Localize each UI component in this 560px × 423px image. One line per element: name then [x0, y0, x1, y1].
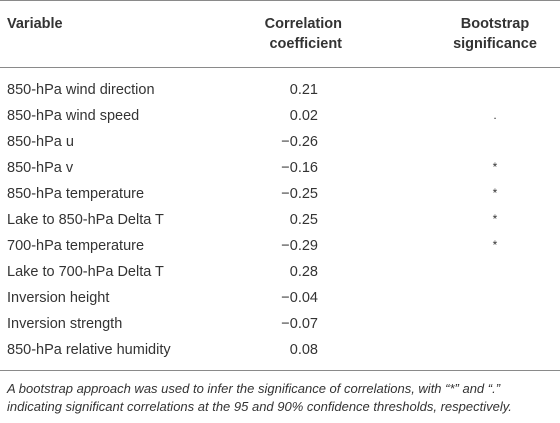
row-significance: * [492, 238, 498, 252]
header-variable: Variable [7, 16, 63, 32]
table-row: 850-hPa wind direction 0.21 [0, 77, 560, 103]
row-correlation: 0.28 [289, 264, 318, 280]
row-correlation: −0.07 [281, 316, 318, 332]
row-correlation: −0.29 [281, 238, 318, 254]
row-variable: 700-hPa temperature [7, 238, 145, 254]
table-row: Lake to 700-hPa Delta T 0.28 [0, 259, 560, 285]
header-bootstrap-line1: Bootstrap [460, 16, 530, 32]
row-correlation: −0.25 [281, 186, 318, 202]
table-row: Inversion strength −0.07 [0, 311, 560, 337]
header-bootstrap: Bootstrap significance [435, 14, 555, 54]
header-correlation-line1: Correlation [264, 16, 342, 32]
row-variable: 850-hPa temperature [7, 186, 145, 202]
row-correlation: 0.25 [289, 212, 318, 228]
header-rule [0, 67, 560, 68]
row-significance: * [492, 160, 498, 174]
row-correlation: −0.04 [281, 290, 318, 306]
table-row: Inversion height −0.04 [0, 285, 560, 311]
header-correlation: Correlation coefficient [228, 14, 342, 54]
row-variable: 850-hPa relative humidity [7, 342, 171, 358]
table-footnote: A bootstrap approach was used to infer t… [7, 381, 512, 414]
table-row: 850-hPa u −0.26 [0, 129, 560, 155]
header-bootstrap-line2: significance [453, 36, 537, 52]
table-top-rule [0, 0, 560, 1]
row-variable: Lake to 700-hPa Delta T [7, 264, 164, 280]
table-bottom-rule [0, 370, 560, 371]
row-correlation: 0.08 [289, 342, 318, 358]
row-variable: 850-hPa wind speed [7, 108, 140, 124]
row-correlation: −0.26 [281, 134, 318, 150]
header-correlation-line2: coefficient [269, 36, 342, 52]
table-row: 850-hPa relative humidity 0.08 [0, 337, 560, 363]
row-correlation: 0.21 [289, 82, 318, 98]
table-row: 850-hPa v −0.16 * [0, 155, 560, 181]
row-significance: * [492, 186, 498, 200]
row-variable: Lake to 850-hPa Delta T [7, 212, 164, 228]
row-variable: 850-hPa wind direction [7, 82, 155, 98]
row-correlation: −0.16 [281, 160, 318, 176]
row-variable: Inversion strength [7, 316, 123, 332]
row-variable: 850-hPa u [7, 134, 74, 150]
row-correlation: 0.02 [289, 108, 318, 124]
row-significance: * [492, 212, 498, 226]
table-row: 850-hPa temperature −0.25 * [0, 181, 560, 207]
row-variable: Inversion height [7, 290, 110, 306]
table-row: Lake to 850-hPa Delta T 0.25 * [0, 207, 560, 233]
row-significance: . [493, 108, 497, 122]
table-row: 700-hPa temperature −0.29 * [0, 233, 560, 259]
row-variable: 850-hPa v [7, 160, 74, 176]
table-row: 850-hPa wind speed 0.02 . [0, 103, 560, 129]
